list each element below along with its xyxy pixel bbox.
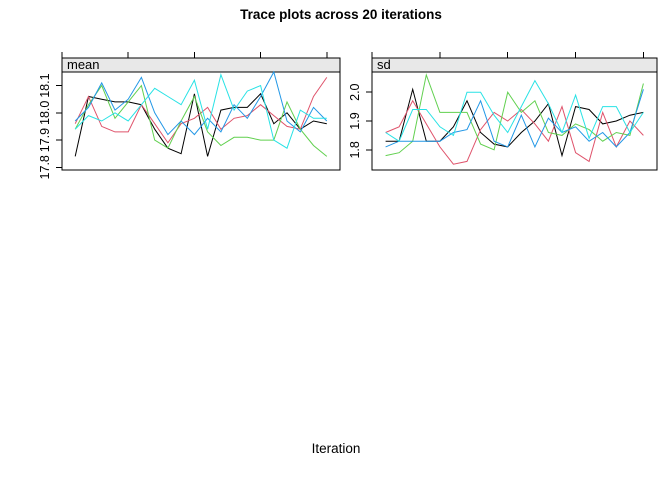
x-axis-label: Iteration [312,441,361,456]
panel-sd: sd 1.8 1.9 2.0 [348,52,658,171]
trace-sd-line-3 [385,73,644,157]
trace-sd-line-5 [385,79,644,142]
y-tick-label-mean: 17.9 [38,128,52,152]
trace-sd-line-4 [385,89,644,149]
trace-mean-line-4 [74,70,328,136]
y-tick-label-mean: 18.0 [38,101,52,125]
trace-mean-line-5 [74,73,327,149]
chart-title: Trace plots across 20 iterations [240,7,442,22]
trace-sd-line-2 [385,99,644,165]
strip-label-mean: mean [67,57,100,72]
y-tick-label-sd: 1.9 [348,112,362,129]
trace-mean-line-2 [74,77,328,144]
trace-sd-line-1 [385,87,644,158]
trace-mean-line-3 [74,84,328,157]
panel-mean: mean 17.8 17.9 18.0 18.1 [38,52,341,179]
y-tick-label-mean: 18.1 [38,73,52,97]
y-tick-label-mean: 17.8 [38,155,52,179]
strip-label-sd: sd [377,57,391,72]
plot-area-mean [61,71,341,171]
y-tick-label-sd: 1.8 [348,141,362,158]
strip-mean [61,57,341,73]
panels-group: mean 17.8 17.9 18.0 18.1 sd 1.8 1.9 2.0 [38,52,658,179]
strip-sd [371,57,658,73]
y-tick-label-sd: 2.0 [348,83,362,100]
